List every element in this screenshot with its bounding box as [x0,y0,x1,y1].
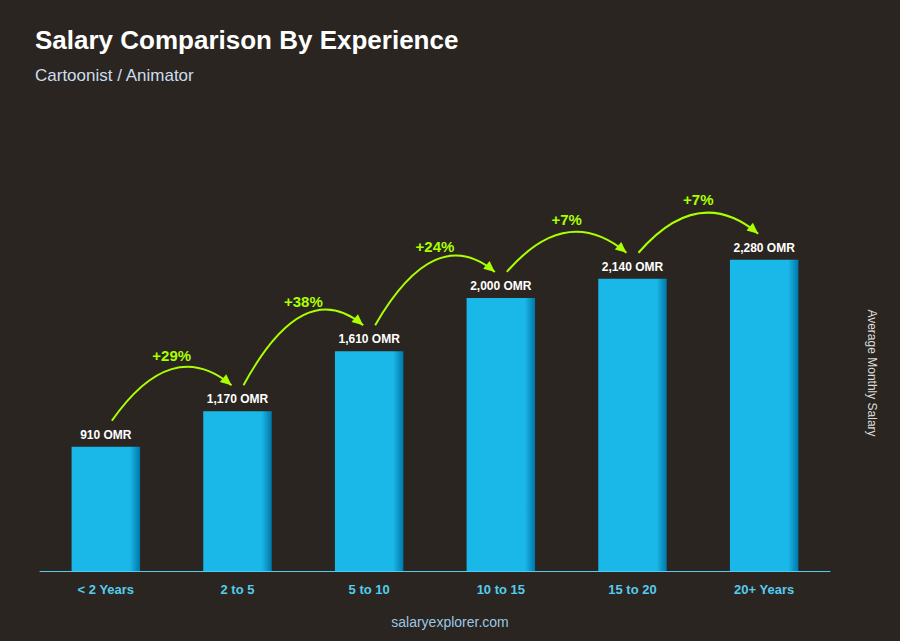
svg-text:+7%: +7% [551,211,581,228]
svg-text:salaryexplorer.com: salaryexplorer.com [391,614,509,630]
svg-text:1,170 OMR: 1,170 OMR [207,392,269,406]
svg-text:20+ Years: 20+ Years [734,582,794,597]
svg-text:2,140 OMR: 2,140 OMR [602,260,664,274]
svg-text:1,610 OMR: 1,610 OMR [338,332,400,346]
svg-text:5 to 10: 5 to 10 [349,582,390,597]
svg-text:< 2 Years: < 2 Years [78,582,135,597]
svg-text:+38%: +38% [284,293,323,310]
svg-text:+29%: +29% [152,347,191,364]
svg-text:10 to 15: 10 to 15 [477,582,525,597]
svg-text:Average Monthly Salary: Average Monthly Salary [865,309,879,436]
svg-text:2 to 5: 2 to 5 [221,582,255,597]
svg-text:2,000 OMR: 2,000 OMR [470,279,532,293]
svg-text:+7%: +7% [683,191,713,208]
svg-text:Salary Comparison By Experienc: Salary Comparison By Experience [35,25,458,55]
svg-text:15 to 20: 15 to 20 [608,582,656,597]
svg-text:Cartoonist / Animator: Cartoonist / Animator [35,66,194,85]
svg-text:2,280 OMR: 2,280 OMR [733,241,795,255]
svg-text:+24%: +24% [416,238,455,255]
svg-text:910 OMR: 910 OMR [80,428,132,442]
